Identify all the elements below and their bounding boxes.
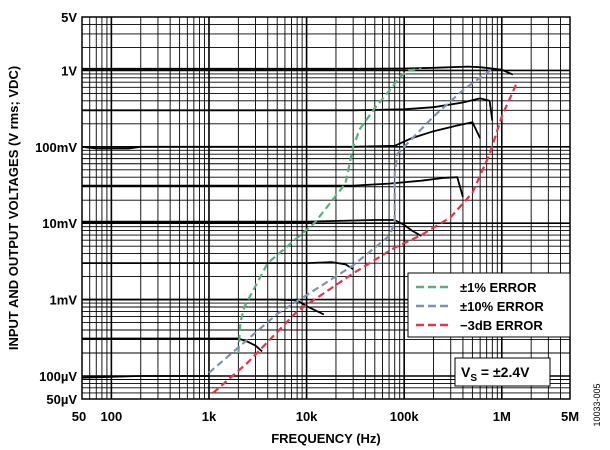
y-tick-label: 100µV xyxy=(39,369,77,384)
x-tick-label: 10k xyxy=(296,409,318,424)
supply-voltage-box xyxy=(454,357,551,387)
y-tick-label: 5V xyxy=(61,10,77,25)
voltage-series-9 xyxy=(81,375,209,379)
x-tick-label: 100k xyxy=(390,409,420,424)
y-tick-label: 10mV xyxy=(42,216,77,231)
supply-voltage-symbol: V xyxy=(461,364,471,380)
y-axis-label: INPUT AND OUTPUT VOLTAGES (V rms; VDC) xyxy=(6,66,21,350)
x-tick-label: 1M xyxy=(493,409,511,424)
error-curve-1pct xyxy=(237,67,422,354)
legend: ±1% ERROR ±10% ERROR −3dB ERROR xyxy=(407,272,571,338)
voltage-series-1 xyxy=(82,65,514,76)
y-tick-label: 50µV xyxy=(46,392,77,407)
supply-voltage-annotation: VS = ±2.4V xyxy=(454,357,551,387)
error-curve-10pct xyxy=(208,67,493,374)
x-tick-label: 1k xyxy=(202,409,217,424)
legend-label: ±1% ERROR xyxy=(460,280,537,295)
figure-id: 10033-005 xyxy=(592,383,602,426)
legend-label: −3dB ERROR xyxy=(460,318,543,333)
y-tick-label: 1mV xyxy=(50,293,78,308)
x-tick-labels: 50 100 1k 10k 100k 1M 5M xyxy=(72,409,579,424)
y-tick-label: 1V xyxy=(61,63,77,78)
legend-label: ±10% ERROR xyxy=(460,299,544,314)
voltage-series-3 xyxy=(81,121,481,150)
x-tick-label: 5M xyxy=(561,409,579,424)
supply-voltage-value: = ±2.4V xyxy=(477,364,530,380)
error-curves-group xyxy=(208,67,518,394)
voltage-series-4 xyxy=(82,176,464,198)
x-tick-label: 100 xyxy=(101,409,123,424)
voltage-series-6 xyxy=(82,261,354,270)
voltage-series-group xyxy=(81,65,514,379)
supply-voltage-subscript: S xyxy=(470,373,477,384)
x-axis-label: FREQUENCY (Hz) xyxy=(271,431,381,446)
x-tick-label: 50 xyxy=(72,409,86,424)
voltage-series-5 xyxy=(82,219,422,237)
y-tick-labels: 5V 1V 100mV 10mV 1mV 100µV 50µV xyxy=(35,10,77,407)
plot-frame xyxy=(81,16,571,400)
y-tick-label: 100mV xyxy=(35,140,77,155)
voltage-series-8 xyxy=(82,337,263,353)
error-curve-3db xyxy=(212,84,518,394)
voltage-series-2 xyxy=(82,97,494,121)
supply-voltage-label: VS = ±2.4V xyxy=(461,364,530,384)
